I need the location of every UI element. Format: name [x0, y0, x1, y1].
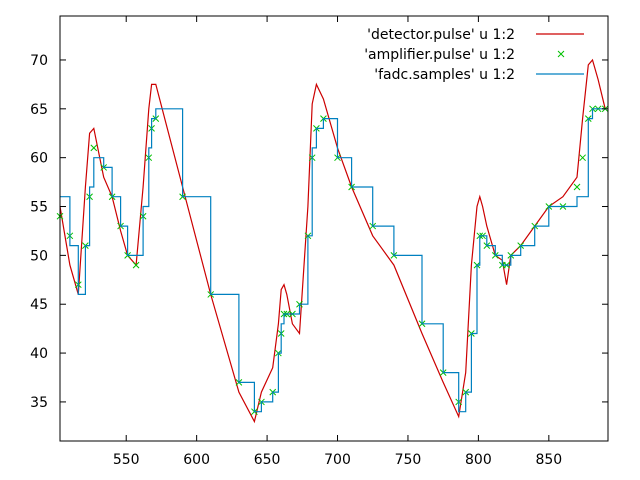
y-tick-label: 65 — [30, 102, 48, 118]
x-tick-label: 550 — [113, 452, 140, 468]
y-tick-label: 45 — [30, 297, 48, 313]
x-axis: 550 600 650 700 750 800 850 — [113, 16, 562, 468]
y-tick-label: 40 — [30, 346, 48, 362]
y-axis: 35 40 45 50 55 60 65 70 — [30, 53, 608, 411]
y-tick-label: 55 — [30, 200, 48, 216]
x-tick-label: 850 — [535, 452, 562, 468]
legend-label: 'amplifier.pulse' u 1:2 — [364, 47, 515, 63]
series-2 — [60, 108, 606, 413]
legend-label: 'detector.pulse' u 1:2 — [367, 27, 515, 43]
amplifier-pulse-point — [579, 154, 586, 162]
x-tick-label: 600 — [183, 452, 210, 468]
y-tick-label: 35 — [30, 395, 48, 411]
legend-label: 'fadc.samples' u 1:2 — [374, 67, 515, 83]
amplifier-pulse-point — [573, 183, 581, 191]
x-tick-label: 800 — [465, 452, 492, 468]
legend-marker — [557, 50, 565, 58]
y-tick-label: 60 — [30, 151, 48, 167]
y-tick-label: 70 — [30, 53, 48, 69]
fadc-samples-steps — [60, 108, 606, 413]
legend: 'detector.pulse' u 1:2 'amplifier.pulse' … — [364, 27, 584, 83]
amplifier-pulse-point — [132, 261, 140, 269]
plot-frame — [59, 15, 609, 442]
x-tick-label: 700 — [324, 452, 351, 468]
x-tick-label: 750 — [395, 452, 422, 468]
series-0 — [59, 58, 606, 424]
plot-marks — [56, 58, 609, 424]
detector-pulse-line — [59, 58, 606, 424]
x-tick-label: 650 — [254, 452, 281, 468]
amplifier-pulse-point — [90, 144, 98, 152]
y-tick-label: 50 — [30, 248, 48, 264]
